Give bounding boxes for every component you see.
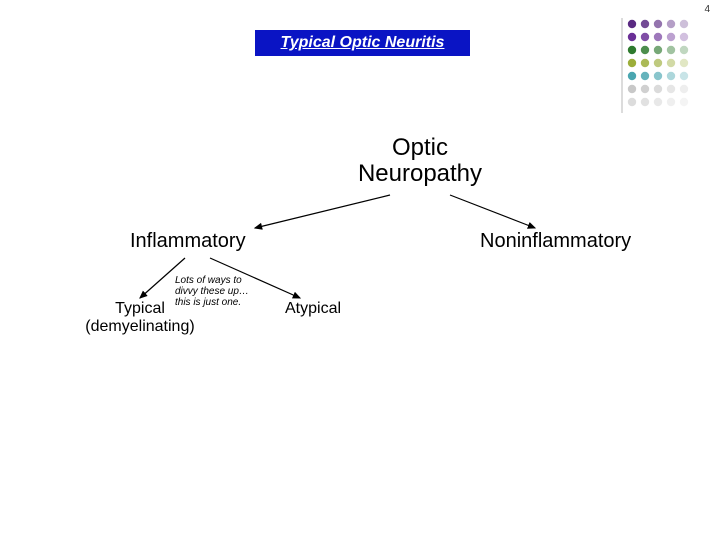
root-line1: Optic <box>392 134 448 161</box>
noninflammatory-node: Noninflammatory <box>480 230 631 253</box>
page-number: 4 <box>704 4 710 15</box>
root-line2: Neuropathy <box>358 160 482 187</box>
typical-line2: (demyelinating) <box>85 318 194 335</box>
typical-line1: Typical <box>115 300 165 317</box>
annotation-line2: divvy these up… <box>175 286 249 297</box>
inflammatory-node: Inflammatory <box>130 230 246 253</box>
corner-dot-decoration <box>624 16 704 126</box>
annotation-note: Lots of ways to divvy these up… this is … <box>175 275 285 308</box>
atypical-node: Atypical <box>285 300 341 318</box>
connector-arrows <box>0 0 720 540</box>
root-node: Optic Neuropathy <box>320 135 520 188</box>
slide-title: Typical Optic Neuritis <box>255 30 470 56</box>
annotation-line1: Lots of ways to <box>175 275 242 286</box>
annotation-line3: this is just one. <box>175 297 241 308</box>
